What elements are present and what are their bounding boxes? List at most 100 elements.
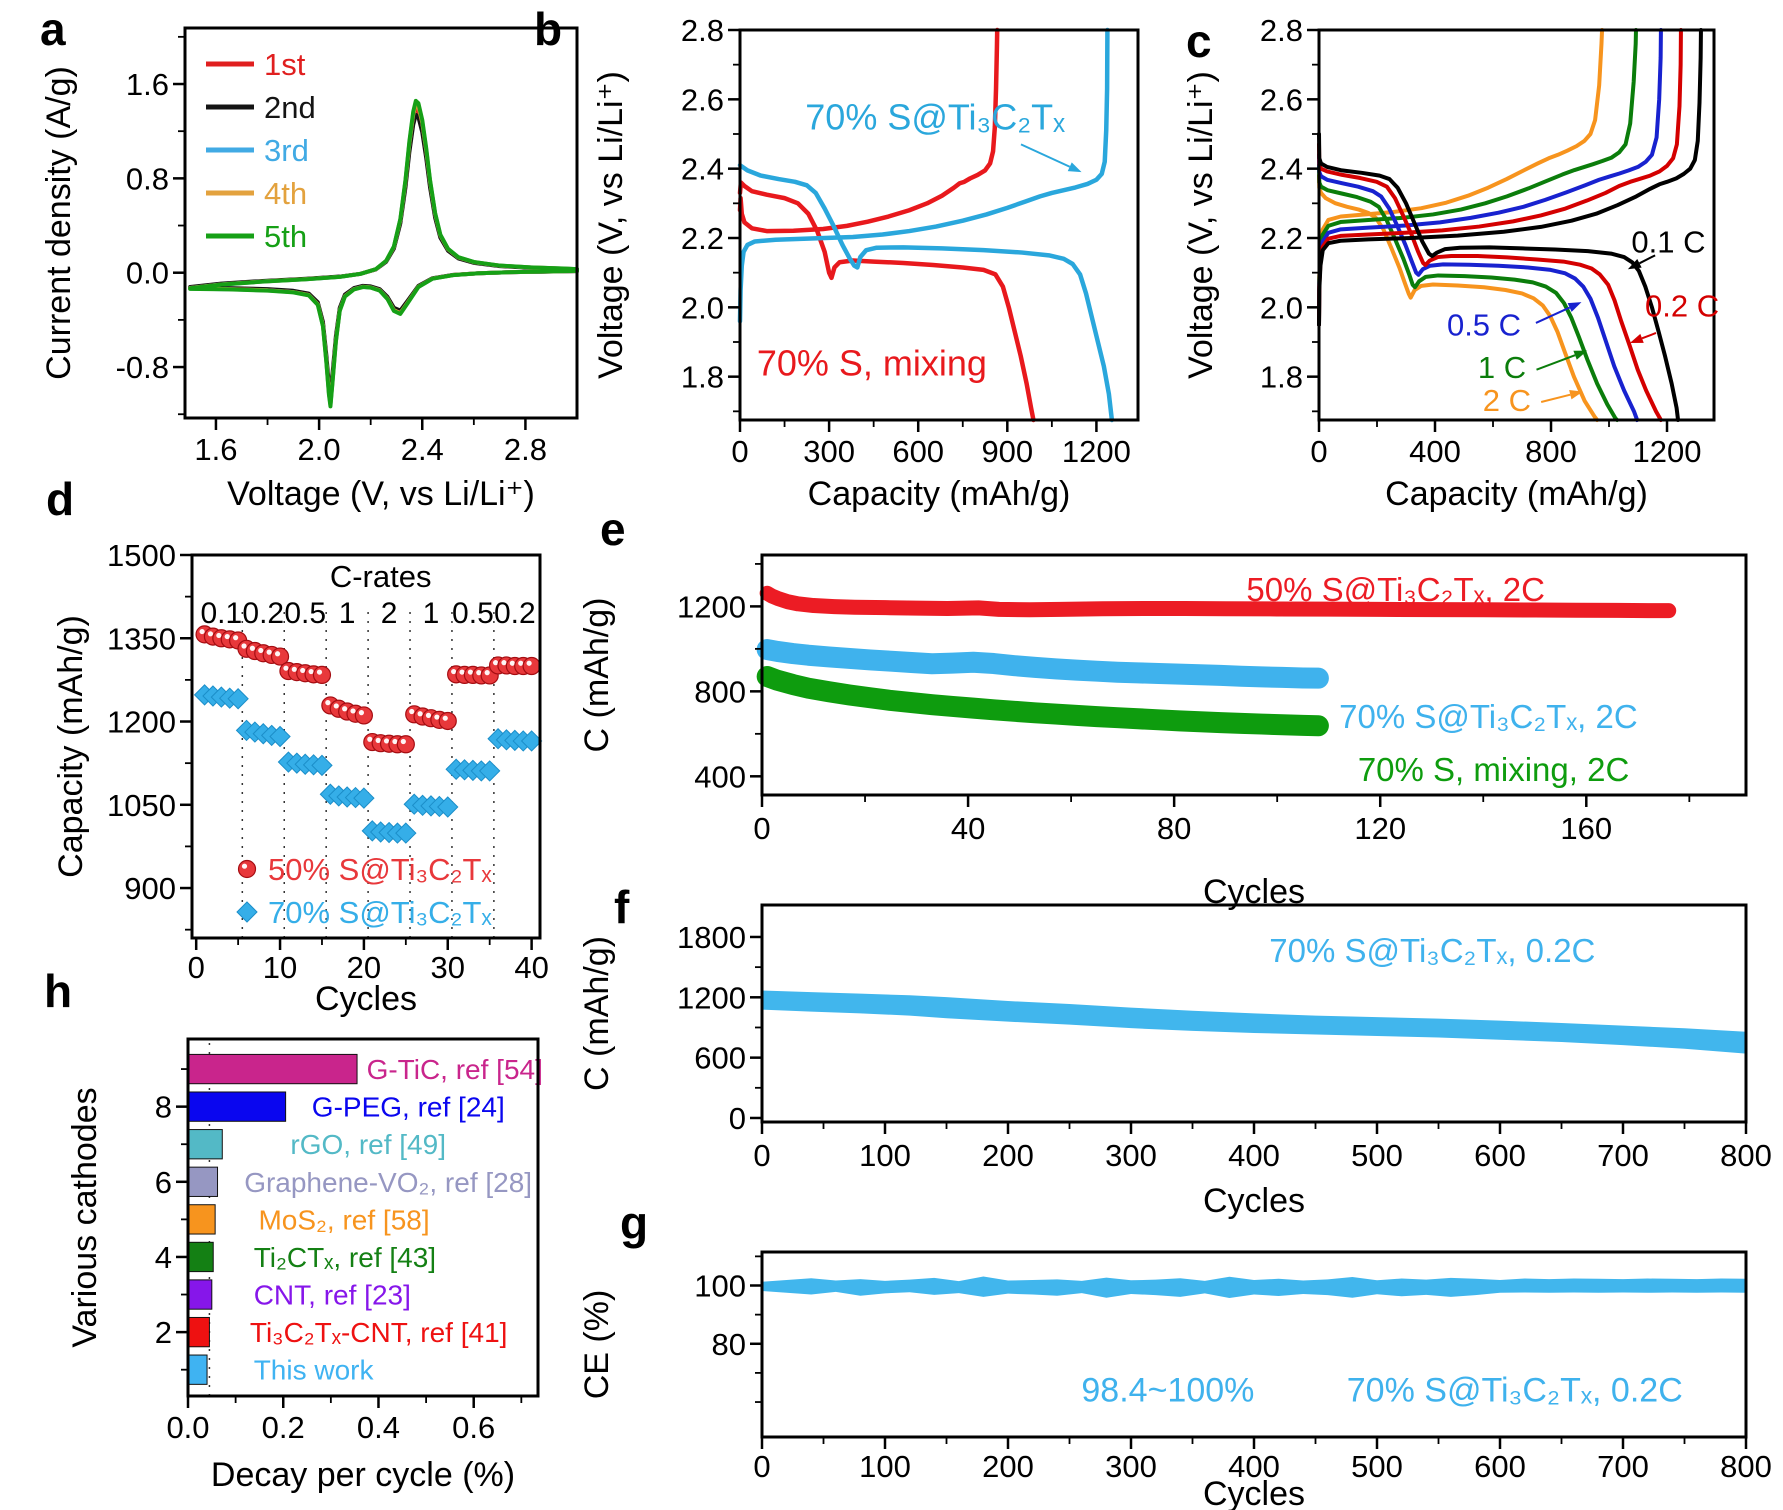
y-tick-label: 2.4 <box>681 152 724 187</box>
annotation-arrow <box>1540 393 1571 403</box>
series-0.2C-discharge <box>1317 142 1663 422</box>
x-tick-label: 0 <box>753 811 770 846</box>
x-tick-label: 0 <box>753 1138 770 1173</box>
y-tick-label: 2.6 <box>1260 82 1303 117</box>
diamond-marker <box>227 688 249 710</box>
axis-xlabel: Capacity (mAh/g) <box>1385 475 1648 513</box>
circle-marker <box>438 711 457 731</box>
marker-highlight <box>291 666 297 672</box>
rate-segment-label: 0.5 <box>452 597 494 630</box>
diamond-marker <box>269 725 291 748</box>
annotation-c: 0.2 C <box>1645 289 1719 324</box>
rate-segment-label: 1 <box>339 597 356 630</box>
axis-ylabel: Capacity (mAh/g) <box>52 615 90 878</box>
marker-highlight <box>501 660 507 666</box>
marker-highlight <box>333 703 339 709</box>
axis-xlabel: Voltage (V, vs Li/Li⁺) <box>227 475 535 513</box>
axis-xlabel: Capacity (mAh/g) <box>808 475 1071 513</box>
panel-label-g: g <box>620 1197 649 1249</box>
y-tick-label: 0.8 <box>126 161 169 196</box>
plot-frame <box>760 553 1748 797</box>
axis-ylabel: Various cathodes <box>66 1087 104 1347</box>
rate-segment-label: 0.2 <box>494 597 536 630</box>
annotation-c: 1 C <box>1478 350 1526 385</box>
x-tick-label: 40 <box>951 811 985 846</box>
x-tick-label: 500 <box>1351 1449 1403 1484</box>
axis-xlabel: Cycles <box>315 980 417 1018</box>
panel-h-chart: G-TiC, ref [54] G-PEG, ref [24] rGO, ref [… <box>66 1037 543 1494</box>
axis-ylabel: CE (%) <box>578 1290 616 1400</box>
series-2C-charge <box>1317 28 1605 327</box>
bar-label: Ti₂CTₓ, ref [43] <box>254 1242 436 1273</box>
circle-marker <box>354 706 374 725</box>
x-tick-label: 400 <box>1409 434 1461 469</box>
series-2C-discharge <box>1317 173 1600 422</box>
x-tick-label: 0.6 <box>452 1410 495 1445</box>
annotation-e: 70% S@Ti₃C₂Tₓ, 2C <box>1339 698 1638 735</box>
y-tick-label: 1.8 <box>681 360 724 395</box>
panel-label-h: h <box>44 965 73 1017</box>
legend-label: 3rd <box>264 133 309 168</box>
x-tick-label: 0.0 <box>166 1410 209 1445</box>
bar-CNT, ref [23] <box>187 1279 213 1310</box>
y-tick-label: 80 <box>712 1327 746 1362</box>
panel-g-chart: 0 100 200 300 400 500 600 700 800 80 100 Cycles CE (… <box>578 1250 1772 1510</box>
annotation-b: 70% S@Ti₃C₂Tₓ <box>805 96 1065 137</box>
series-0.1C-discharge <box>1317 132 1681 422</box>
x-tick-label: 300 <box>803 434 855 469</box>
x-tick-label: 100 <box>859 1138 911 1173</box>
bar-Graphene-VO₂, ref [28] <box>187 1166 219 1197</box>
series-70S-MXene-charge <box>737 27 1110 324</box>
series-70S-MXene-2C <box>756 639 1329 689</box>
y-tick-label: 2.2 <box>681 221 724 256</box>
x-tick-label: 30 <box>431 950 465 985</box>
plot-frame <box>186 1037 540 1398</box>
y-tick-label: 2.0 <box>1260 290 1303 325</box>
annotation-arrowhead <box>1627 259 1642 270</box>
x-tick-label: 1200 <box>1633 434 1702 469</box>
annotation-c: 0.5 C <box>1447 308 1521 343</box>
rate-segment-label: 0.2 <box>242 597 284 630</box>
diamond-marker <box>437 796 459 818</box>
y-tick-label: 600 <box>694 1041 746 1076</box>
y-tick-label: 8 <box>155 1090 172 1125</box>
series-1C-charge <box>1317 28 1638 327</box>
legend-label: 4th <box>264 176 307 211</box>
x-tick-label: 1200 <box>1062 434 1131 469</box>
panel-a-chart: 1.6 2.0 2.4 2.8 -0.8 0.0 0.8 1.6 Voltage (V, vs … <box>40 26 579 513</box>
marker-highlight <box>442 715 448 721</box>
series-0.1C-charge <box>1317 28 1703 327</box>
annotation-arrow <box>1641 332 1657 340</box>
scatter-70pct-S-MXene <box>193 684 543 844</box>
marker-highlight <box>249 645 255 651</box>
annotation-arrowhead <box>1573 350 1588 360</box>
x-tick-label: 400 <box>1228 1449 1280 1484</box>
rate-segment-label: 0.5 <box>284 597 326 630</box>
bar-label: Ti₃C₂Tₓ-CNT, ref [41] <box>250 1317 508 1348</box>
panel-label-e: e <box>600 503 626 555</box>
axis-xlabel: Cycles <box>1203 1475 1305 1510</box>
marker-highlight <box>367 736 373 742</box>
marker-highlight <box>425 712 432 718</box>
series-cycle-2nd <box>188 112 579 398</box>
y-tick-label: 1200 <box>677 980 746 1015</box>
panel-c-chart: 0 400 800 1200 1.8 2.0 2.2 2.4 2.6 2.8 Capacity (m… <box>1182 13 1719 513</box>
x-tick-label: 10 <box>263 950 297 985</box>
panel-label-f: f <box>614 881 630 933</box>
x-tick-label: 20 <box>347 950 381 985</box>
y-tick-label: 800 <box>694 674 746 709</box>
axis-ylabel: Voltage (V, vs Li/Li⁺) <box>592 71 630 379</box>
marker-highlight <box>459 669 465 675</box>
marker-highlight <box>224 633 230 640</box>
marker-highlight <box>492 660 499 666</box>
x-tick-label: 2.0 <box>298 432 341 467</box>
marker-highlight <box>241 643 247 649</box>
x-tick-label: 0 <box>1310 434 1327 469</box>
rate-segment-label: C-rates <box>330 559 432 594</box>
panel-f-chart: 0 100 200 300 400 500 600 700 800 0 600 1200 1800 Cyc… <box>578 903 1772 1220</box>
ce-band <box>762 1276 1746 1299</box>
rate-segment-label: 1 <box>423 597 440 630</box>
plot-frame <box>1317 28 1716 422</box>
panel-label-b: b <box>534 3 563 55</box>
plot-frame <box>190 553 542 940</box>
